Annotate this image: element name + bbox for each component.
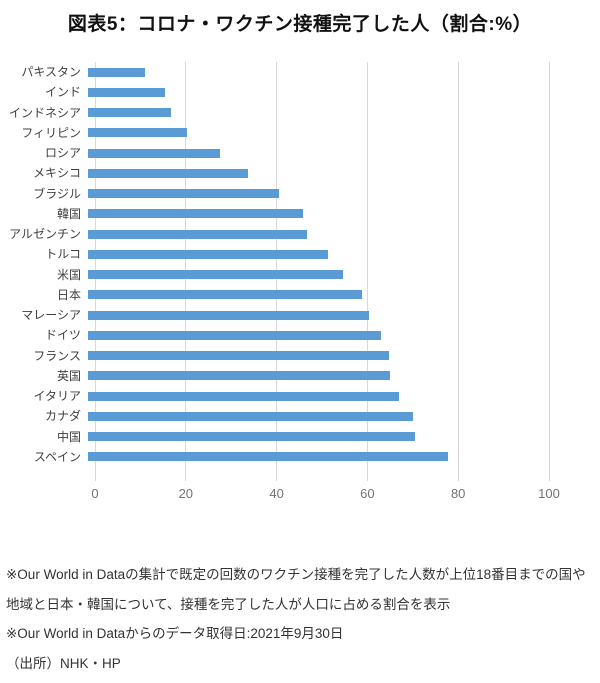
- bar-track: [88, 305, 549, 325]
- chart-row: 英国: [0, 366, 549, 386]
- bar: [88, 391, 399, 401]
- bar-track: [88, 163, 549, 183]
- category-label: 米国: [56, 267, 81, 282]
- category-label: トルコ: [45, 247, 81, 262]
- footnote-line-4: （出所）NHK・HP: [6, 655, 121, 671]
- grid-line-100: [548, 62, 550, 481]
- bar-track: [88, 204, 549, 224]
- bar: [88, 209, 303, 219]
- chart-row: トルコ: [0, 244, 549, 264]
- category-label: ロシア: [44, 146, 81, 161]
- bar: [88, 290, 362, 300]
- chart-row: ロシア: [0, 143, 549, 163]
- bar: [88, 108, 172, 118]
- bar-track: [88, 62, 549, 82]
- category-label: イタリア: [33, 389, 81, 404]
- category-label: インド: [44, 85, 81, 100]
- bar: [88, 330, 382, 340]
- bar: [88, 148, 221, 158]
- bar-chart: パキスタンインドインドネシアフィリピンロシアメキシコブラジル韓国アルゼンチントル…: [0, 62, 600, 503]
- bar: [88, 371, 391, 381]
- category-label: メキシコ: [32, 166, 81, 181]
- footnote-line-1: ※Our World in Dataの集計で既定の回数のワクチン接種を完了した人…: [6, 567, 586, 582]
- x-tick-label-100: 100: [538, 486, 560, 501]
- grid-line-60: [366, 62, 368, 481]
- chart-row: 中国: [0, 427, 549, 447]
- category-label: 中国: [56, 429, 81, 444]
- chart-row: インドネシア: [0, 103, 549, 123]
- chart-row: 韓国: [0, 204, 549, 224]
- bar-track: [88, 82, 549, 102]
- category-label: 日本: [56, 287, 81, 302]
- bar-track: [88, 346, 549, 366]
- bar: [88, 168, 248, 178]
- category-label: インドネシア: [8, 105, 81, 120]
- footnotes: ※Our World in Dataの集計で既定の回数のワクチン接種を完了した人…: [6, 566, 596, 683]
- category-label: ブラジル: [33, 186, 81, 201]
- bar-track: [88, 325, 549, 345]
- bar: [88, 411, 414, 421]
- chart-row: アルゼンチン: [0, 224, 549, 244]
- chart-row: インド: [0, 82, 549, 102]
- bar: [88, 310, 370, 320]
- chart-row: 日本: [0, 285, 549, 305]
- chart-row: 米国: [0, 265, 549, 285]
- chart-row: ブラジル: [0, 184, 549, 204]
- bar: [88, 189, 279, 199]
- footnote-line-2: 地域と日本・韓国について、接種を完了した人が人口に占める割合を表示: [6, 596, 451, 612]
- bar-track: [88, 103, 549, 123]
- category-label: カナダ: [44, 409, 81, 424]
- bar-track: [88, 285, 549, 305]
- bar-track: [88, 406, 549, 426]
- bar: [88, 351, 390, 361]
- bar-track: [88, 123, 549, 143]
- footnote-line-3: ※Our World in Dataからのデータ取得日:2021年9月30日: [6, 626, 344, 642]
- x-tick-label-0: 0: [91, 486, 99, 501]
- category-label: 韓国: [56, 206, 81, 221]
- chart-row: カナダ: [0, 406, 549, 426]
- x-tick-label-20: 20: [178, 486, 194, 501]
- x-tick-label-60: 60: [360, 486, 375, 501]
- chart-row: パキスタン: [0, 62, 549, 82]
- chart-row: フランス: [0, 346, 549, 366]
- x-tick-label-40: 40: [269, 486, 284, 501]
- chart-row: イタリア: [0, 386, 549, 406]
- x-axis: 0 20 40 60 80 100: [91, 486, 559, 504]
- bar: [88, 67, 146, 77]
- bar-track: [88, 244, 549, 264]
- category-label: マレーシア: [21, 308, 81, 323]
- bar-track: [88, 224, 549, 244]
- grid-line-80: [457, 62, 459, 481]
- bar-track: [88, 427, 549, 447]
- chart-row: ドイツ: [0, 325, 549, 345]
- chart-rows: パキスタンインドインドネシアフィリピンロシアメキシコブラジル韓国アルゼンチントル…: [0, 62, 549, 467]
- category-label: フランス: [33, 348, 81, 363]
- category-label: ドイツ: [44, 328, 81, 343]
- category-label: 英国: [56, 368, 81, 383]
- bar-track: [88, 143, 549, 163]
- x-tick-label-80: 80: [450, 486, 466, 501]
- bar: [88, 128, 188, 138]
- bar: [88, 432, 415, 442]
- bar: [88, 87, 166, 97]
- category-label: パキスタン: [21, 65, 81, 80]
- chart-title: 図表5：コロナ・ワクチン接種完了した人（割合:%）: [67, 14, 533, 35]
- bar-track: [88, 386, 549, 406]
- bar: [88, 249, 328, 259]
- category-label: フィリピン: [21, 125, 81, 140]
- category-label: アルゼンチン: [9, 227, 81, 242]
- bar-track: [88, 366, 549, 386]
- bar: [88, 229, 307, 239]
- chart-row: マレーシア: [0, 305, 549, 325]
- bar-track: [88, 184, 549, 204]
- bar: [88, 270, 344, 280]
- category-label: スペイン: [33, 449, 81, 464]
- chart-row: フィリピン: [0, 123, 549, 143]
- chart-row: スペイン: [0, 447, 549, 467]
- bar-track: [88, 447, 549, 467]
- chart-row: メキシコ: [0, 163, 549, 183]
- bar-track: [88, 265, 549, 285]
- bar: [88, 452, 449, 462]
